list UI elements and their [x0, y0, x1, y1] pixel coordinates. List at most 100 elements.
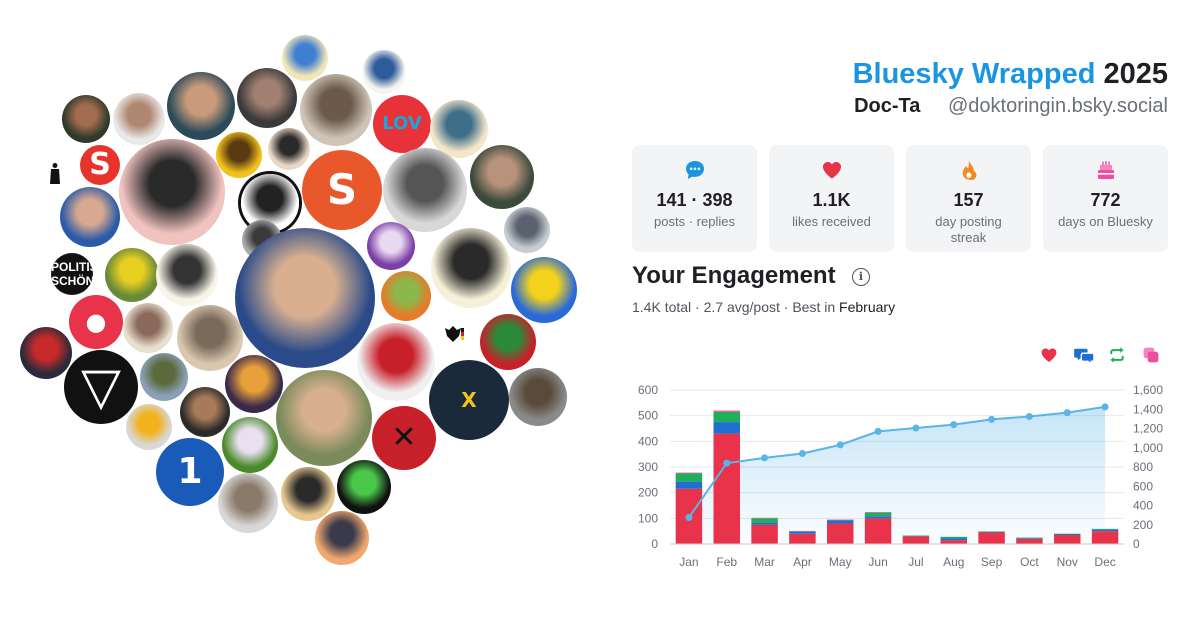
engagement-title: Your Engagement: [632, 262, 836, 289]
user-handle: @doktoringin.bsky.social: [947, 95, 1168, 117]
bar-segment: [751, 518, 778, 523]
cumulative-point: [685, 514, 693, 522]
avatar-man-dark-glasses[interactable]: [180, 387, 230, 437]
x-tick-label: Oct: [1020, 555, 1039, 569]
avatar-woman-sitting[interactable]: [167, 72, 235, 140]
avatar-love-logo[interactable]: LOV: [373, 95, 431, 153]
avatar-blonde-woman-portrait[interactable]: [177, 305, 243, 371]
flame-icon: [906, 159, 1031, 181]
x-tick-label: Feb: [716, 555, 737, 569]
avatar-bald-man-blue[interactable]: [60, 187, 120, 247]
engagement-best-prefix: Best in: [792, 299, 836, 315]
stat-card-streak: 157 day posting streak: [906, 145, 1031, 252]
y-tick-right: 0: [1133, 537, 1140, 551]
avatar-bald-man-smiling[interactable]: [113, 93, 165, 145]
bar-segment: [940, 536, 967, 539]
y-tick-right: 600: [1133, 479, 1153, 493]
avatar-politische-schoenheit[interactable]: POLITISCHESCHÖNHEIT: [51, 253, 93, 295]
avatar-anonymous-mask[interactable]: [431, 228, 511, 308]
avatar-man-glasses-smiling[interactable]: [276, 370, 372, 466]
bar-segment: [713, 410, 740, 412]
avatar-statue[interactable]: [430, 100, 488, 158]
avatar-triangle-logo[interactable]: ▽: [64, 350, 138, 424]
avatar-red-s-logo[interactable]: S: [80, 145, 120, 185]
avatar-suit-silhouette[interactable]: [43, 162, 67, 186]
avatar-rainbow[interactable]: [225, 355, 283, 413]
avatar-dodo-logo[interactable]: [367, 222, 415, 270]
avatar-logo-mark: ▽: [81, 357, 121, 417]
avatar-woman-dark-hair[interactable]: [62, 95, 110, 143]
avatar-mole-cartoon[interactable]: [156, 244, 218, 306]
avatar-news-anchor[interactable]: [235, 228, 375, 368]
engagement-chart: 0 100 200 300 400 500 600 0 200 400 600 800 1,000 1,2…: [638, 383, 1163, 569]
cumulative-point: [723, 459, 731, 467]
cumulative-point: [1101, 403, 1109, 411]
x-tick-label: Nov: [1057, 555, 1078, 569]
avatar-rubber-duck[interactable]: [126, 404, 172, 450]
avatar-bald-man-grey[interactable]: [218, 473, 278, 533]
avatar-asian-woman[interactable]: [268, 128, 310, 170]
avatar-woman-red-dress[interactable]: [357, 323, 435, 401]
avatar-logo-mark: 1: [177, 451, 203, 492]
avatar-landscape-trees[interactable]: [140, 353, 188, 401]
avatar-orchid[interactable]: [222, 417, 278, 473]
x-tick-label: Mar: [754, 555, 775, 569]
cumulative-point: [1025, 412, 1033, 420]
cumulative-point: [874, 427, 882, 435]
avatar-green-monster[interactable]: [105, 248, 159, 302]
bar-segment: [827, 519, 854, 521]
avatar-older-man-white-hair[interactable]: [123, 303, 173, 353]
y-tick-right: 800: [1133, 460, 1153, 474]
y-tick-right: 1,000: [1133, 441, 1163, 455]
bar-segment: [864, 512, 892, 517]
avatar-logo-mark: LOV: [382, 113, 422, 134]
info-icon[interactable]: i: [852, 268, 870, 286]
engagement-best-month: February: [839, 299, 896, 315]
quote-icon: [1142, 346, 1162, 366]
x-tick-label: Jul: [908, 555, 923, 569]
avatar-cannabis-logo[interactable]: [480, 314, 536, 370]
avatar-woman-sunglasses[interactable]: [119, 139, 225, 245]
avatar-letzte-generation[interactable]: X: [429, 360, 509, 440]
stat-likes-label: likes received: [792, 214, 871, 229]
avatar-logo-mark: ●: [85, 308, 107, 336]
avatar-paw-logo[interactable]: ●: [69, 295, 123, 349]
bar-segment: [864, 518, 892, 544]
avatar-sunflower[interactable]: [216, 132, 262, 178]
display-name: Doc-Ta: [854, 95, 921, 117]
bar-segment: [1054, 535, 1081, 544]
stat-card-likes: 1.1K likes received: [769, 145, 894, 252]
avatar-android-logo[interactable]: [381, 271, 431, 321]
avatar-man-ukraine[interactable]: [511, 257, 577, 323]
y-tick-left: 0: [651, 537, 658, 551]
avatar-sunset[interactable]: [315, 511, 369, 565]
stat-days-label: days on Bluesky: [1058, 214, 1153, 229]
y-tick-right: 1,200: [1133, 422, 1163, 436]
cumulative-area: [688, 406, 1106, 544]
avatar-tagesschau-logo[interactable]: 1: [156, 438, 224, 506]
bar-segment: [675, 481, 703, 489]
avatar-german-eagle[interactable]: [441, 322, 465, 346]
avatar-dog-sunglasses[interactable]: [337, 460, 391, 514]
avatar-man-grey-hair[interactable]: [237, 68, 297, 128]
bar-segment: [751, 522, 778, 525]
user-line: Doc-Ta @doktoringin.bsky.social: [854, 95, 1168, 118]
avatar-older-man-glasses[interactable]: [383, 148, 467, 232]
cumulative-line: [688, 405, 1106, 519]
avatar-people-at-event[interactable]: [300, 74, 372, 146]
cumulative-point: [912, 424, 920, 432]
avatar-man-glasses-grey[interactable]: [509, 368, 567, 426]
avatar-man-pointing[interactable]: [362, 50, 406, 94]
avatar-man-hat-silhouette[interactable]: [281, 467, 335, 521]
avatar-red-black-logo[interactable]: ✕: [372, 406, 436, 470]
avatar-man-dark-red[interactable]: [20, 327, 72, 379]
avatar-bacteria[interactable]: [504, 207, 550, 253]
y-tick-left: 500: [638, 409, 658, 423]
avatar-blonde-woman[interactable]: [282, 35, 328, 81]
x-tick-label: Sep: [981, 555, 1003, 569]
stat-posts-label: posts · replies: [654, 214, 735, 229]
avatar-bearded-man[interactable]: [470, 145, 534, 209]
avatar-orange-s-logo[interactable]: S: [302, 150, 382, 230]
separator-dot: ·: [695, 299, 704, 315]
x-tick-label: May: [829, 555, 852, 569]
